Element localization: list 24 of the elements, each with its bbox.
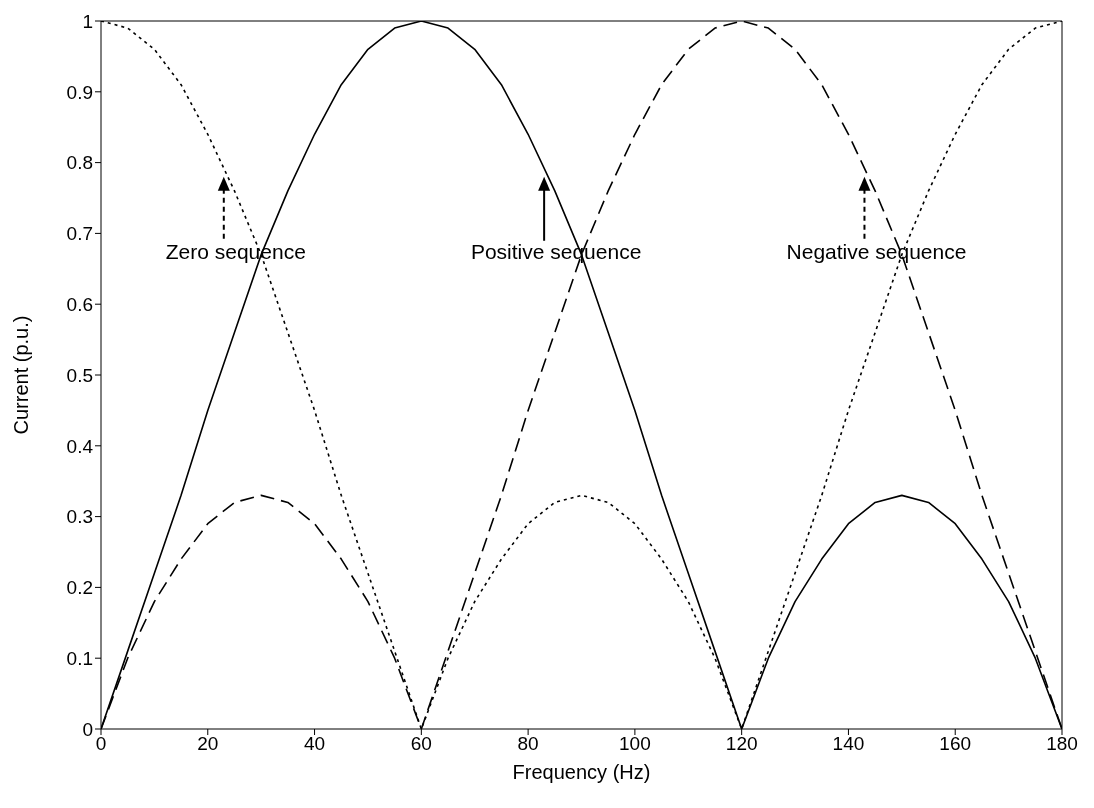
y-tick-label: 0.6: [66, 293, 93, 315]
y-tick-label: 0.7: [66, 223, 93, 245]
y-tick-label: 0.8: [66, 152, 93, 174]
annotation: Negative sequence: [786, 239, 967, 263]
x-tick-label: 100: [619, 733, 651, 755]
y-tick-label: 0: [82, 718, 93, 740]
y-axis-title: Current (p.u.): [10, 315, 33, 435]
x-axis-title: Frequency (Hz): [512, 761, 651, 783]
y-tick-label: 0.5: [66, 364, 93, 386]
y-tick-label: 0.2: [66, 577, 93, 599]
y-tick-label: 0.4: [66, 435, 94, 457]
y-tick-label: 0.9: [66, 81, 93, 103]
x-tick-label: 180: [1046, 733, 1078, 755]
x-tick-label: 60: [410, 733, 432, 755]
x-tick-label: 120: [725, 733, 758, 755]
x-tick-label: 40: [303, 733, 326, 755]
annotation: Negative sequence: [786, 176, 967, 263]
y-tick-label: 1: [82, 10, 93, 32]
x-tick-label: 140: [832, 733, 865, 755]
y-tick-label: 0.1: [66, 647, 93, 669]
x-tick-label: 160: [939, 733, 972, 755]
x-tick-label: 20: [197, 733, 219, 755]
x-tick-label: 80: [517, 733, 539, 755]
y-tick-label: 0.3: [66, 506, 93, 528]
